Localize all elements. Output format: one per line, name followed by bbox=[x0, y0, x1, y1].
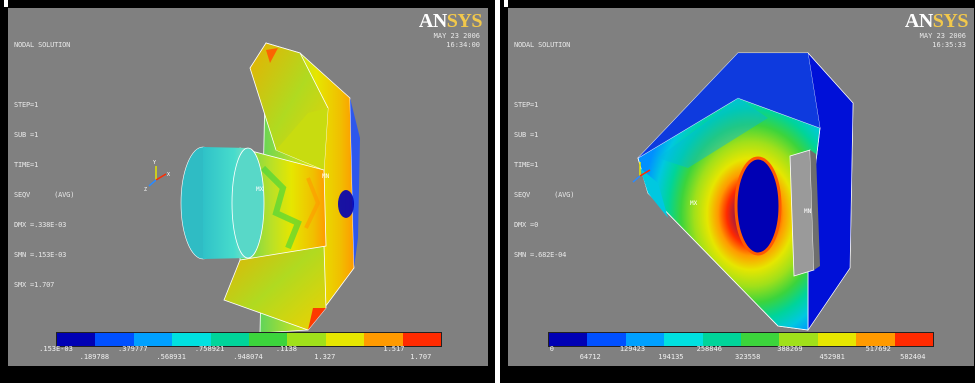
window-marker bbox=[504, 0, 508, 7]
legend-label: .189788 bbox=[79, 353, 110, 361]
legend-label: .153E-03 bbox=[39, 345, 73, 353]
left-min-node-label: MN bbox=[322, 173, 330, 180]
right-info-line: STEP=1 bbox=[514, 101, 539, 109]
legend-label: 582404 bbox=[900, 353, 926, 361]
legend-label: .1138 bbox=[275, 345, 297, 353]
svg-text:Z: Z bbox=[144, 187, 147, 193]
right-legend-top-labels: 0 129423 258846 388269 517692 bbox=[548, 345, 932, 354]
legend-swatch bbox=[664, 333, 703, 346]
legend-swatch bbox=[57, 333, 96, 346]
legend-swatch bbox=[625, 333, 665, 346]
left-info-line: STEP=1 bbox=[14, 101, 39, 109]
left-max-node-label: MX bbox=[256, 186, 264, 193]
right-contour-model bbox=[632, 52, 854, 331]
svg-text:Y: Y bbox=[153, 160, 156, 166]
left-axis-triad-icon: Y X Z bbox=[144, 160, 170, 193]
legend-swatch bbox=[587, 333, 626, 346]
left-info-line: SMN =.153E-03 bbox=[14, 251, 67, 259]
left-info-block: NODAL SOLUTION STEP=1 SUB =1 TIME=1 SEQV… bbox=[14, 20, 74, 310]
right-info-block: NODAL SOLUTION STEP=1 SUB =1 TIME=1 SEQV… bbox=[514, 20, 574, 280]
right-axis-triad-icon bbox=[632, 162, 651, 183]
left-info-line: SEQV (AVG) bbox=[14, 191, 75, 199]
legend-label: .379777 bbox=[118, 345, 148, 353]
left-graphics-viewport[interactable]: NODAL SOLUTION STEP=1 SUB =1 TIME=1 SEQV… bbox=[8, 8, 488, 366]
legend-swatch bbox=[856, 333, 895, 346]
legend-label: .758921 bbox=[194, 345, 225, 353]
left-legend-bar bbox=[56, 332, 442, 347]
legend-swatch bbox=[133, 333, 173, 346]
left-info-line: SMX =1.707 bbox=[14, 281, 55, 289]
right-result-panel: NODAL SOLUTION STEP=1 SUB =1 TIME=1 SEQV… bbox=[500, 0, 975, 383]
left-legend-top-labels: .153E-03 .379777 .758921 .1138 1.517 bbox=[39, 345, 440, 354]
legend-swatch bbox=[402, 333, 442, 346]
right-legend-bar bbox=[548, 332, 934, 347]
right-info-line: DMX =0 bbox=[514, 221, 539, 229]
left-contour-model: Y X Z bbox=[144, 42, 360, 334]
legend-label: 0 bbox=[549, 345, 554, 353]
right-max-node-label: MX bbox=[690, 200, 698, 207]
right-info-line: TIME=1 bbox=[514, 161, 539, 169]
legend-label: 452981 bbox=[819, 353, 845, 361]
legend-swatch bbox=[549, 333, 588, 346]
legend-swatch bbox=[172, 333, 211, 346]
left-info-line: TIME=1 bbox=[14, 161, 39, 169]
legend-label: 1.327 bbox=[314, 353, 336, 361]
legend-swatch bbox=[287, 333, 326, 346]
legend-label: .568931 bbox=[156, 353, 186, 361]
left-result-panel: NODAL SOLUTION STEP=1 SUB =1 TIME=1 SEQV… bbox=[4, 0, 488, 366]
legend-label: 517692 bbox=[865, 345, 891, 353]
right-info-line: SUB =1 bbox=[514, 131, 539, 139]
right-min-node-label: MN bbox=[804, 208, 812, 215]
legend-swatch bbox=[741, 333, 780, 346]
legend-label: 258846 bbox=[696, 345, 722, 353]
right-graphics-viewport[interactable]: NODAL SOLUTION STEP=1 SUB =1 TIME=1 SEQV… bbox=[508, 8, 974, 366]
legend-label: .948074 bbox=[233, 353, 263, 361]
legend-swatch bbox=[364, 333, 403, 346]
right-timestamp: MAY 23 2006 16:35:33 bbox=[919, 32, 966, 49]
ansys-logo: ANSYS bbox=[418, 10, 483, 32]
left-info-line: DMX =.338E-03 bbox=[14, 221, 67, 229]
legend-swatch bbox=[702, 333, 742, 346]
left-title: NODAL SOLUTION bbox=[14, 41, 71, 49]
ansys-logo: ANSYS bbox=[904, 10, 969, 32]
legend-label: 129423 bbox=[619, 345, 646, 353]
legend-label: 194135 bbox=[658, 353, 684, 361]
left-timestamp: MAY 23 2006 16:34:00 bbox=[433, 32, 480, 49]
right-info-line: SEQV (AVG) bbox=[514, 191, 575, 199]
window-marker bbox=[4, 0, 8, 7]
right-title: NODAL SOLUTION bbox=[514, 41, 571, 49]
legend-swatch bbox=[210, 333, 250, 346]
legend-swatch bbox=[249, 333, 288, 346]
legend-swatch bbox=[817, 333, 857, 346]
legend-swatch bbox=[95, 333, 134, 346]
svg-text:X: X bbox=[167, 172, 170, 178]
legend-label: 323558 bbox=[735, 353, 761, 361]
right-info-line: SMN =.682E-04 bbox=[514, 251, 567, 259]
legend-swatch bbox=[325, 333, 365, 346]
legend-label: 1.707 bbox=[410, 353, 432, 361]
legend-label: 388269 bbox=[777, 345, 803, 353]
legend-swatch bbox=[894, 333, 934, 346]
legend-swatch bbox=[779, 333, 818, 346]
right-legend-bottom-labels: 64712 194135 323558 452981 582404 bbox=[548, 353, 932, 362]
legend-label: 64712 bbox=[579, 353, 601, 361]
legend-label: 1.517 bbox=[383, 345, 405, 353]
left-info-line: SUB =1 bbox=[14, 131, 39, 139]
left-legend-bottom-labels: .189788 .568931 .948074 1.327 1.707 bbox=[56, 353, 440, 362]
panel-divider bbox=[495, 0, 500, 383]
